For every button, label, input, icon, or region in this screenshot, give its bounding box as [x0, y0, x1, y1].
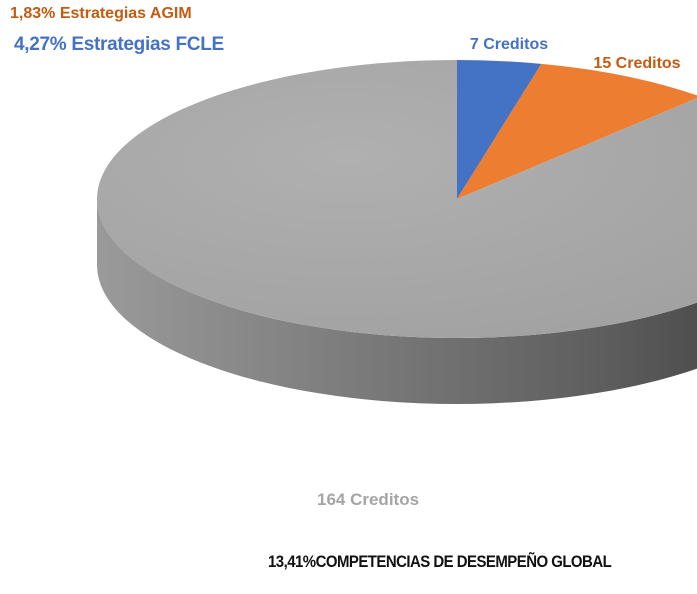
legend-label-agim: 1,83% Estrategias AGIM	[10, 5, 192, 22]
legend-label-fcle: 4,27% Estrategias FCLE	[14, 34, 224, 55]
pie-side-wall	[97, 199, 697, 404]
slice-label-3: 164 Creditos	[317, 490, 419, 509]
pie-slice-1	[457, 60, 542, 199]
pie-slice-2	[457, 63, 697, 199]
slice-label-1: 7 Creditos	[470, 36, 548, 53]
chart-caption: 13,41%COMPETENCIAS DE DESEMPEÑO GLOBAL	[268, 552, 612, 571]
slice-label-2: 15 Creditos	[593, 55, 680, 72]
pie-slice-3	[97, 60, 697, 338]
